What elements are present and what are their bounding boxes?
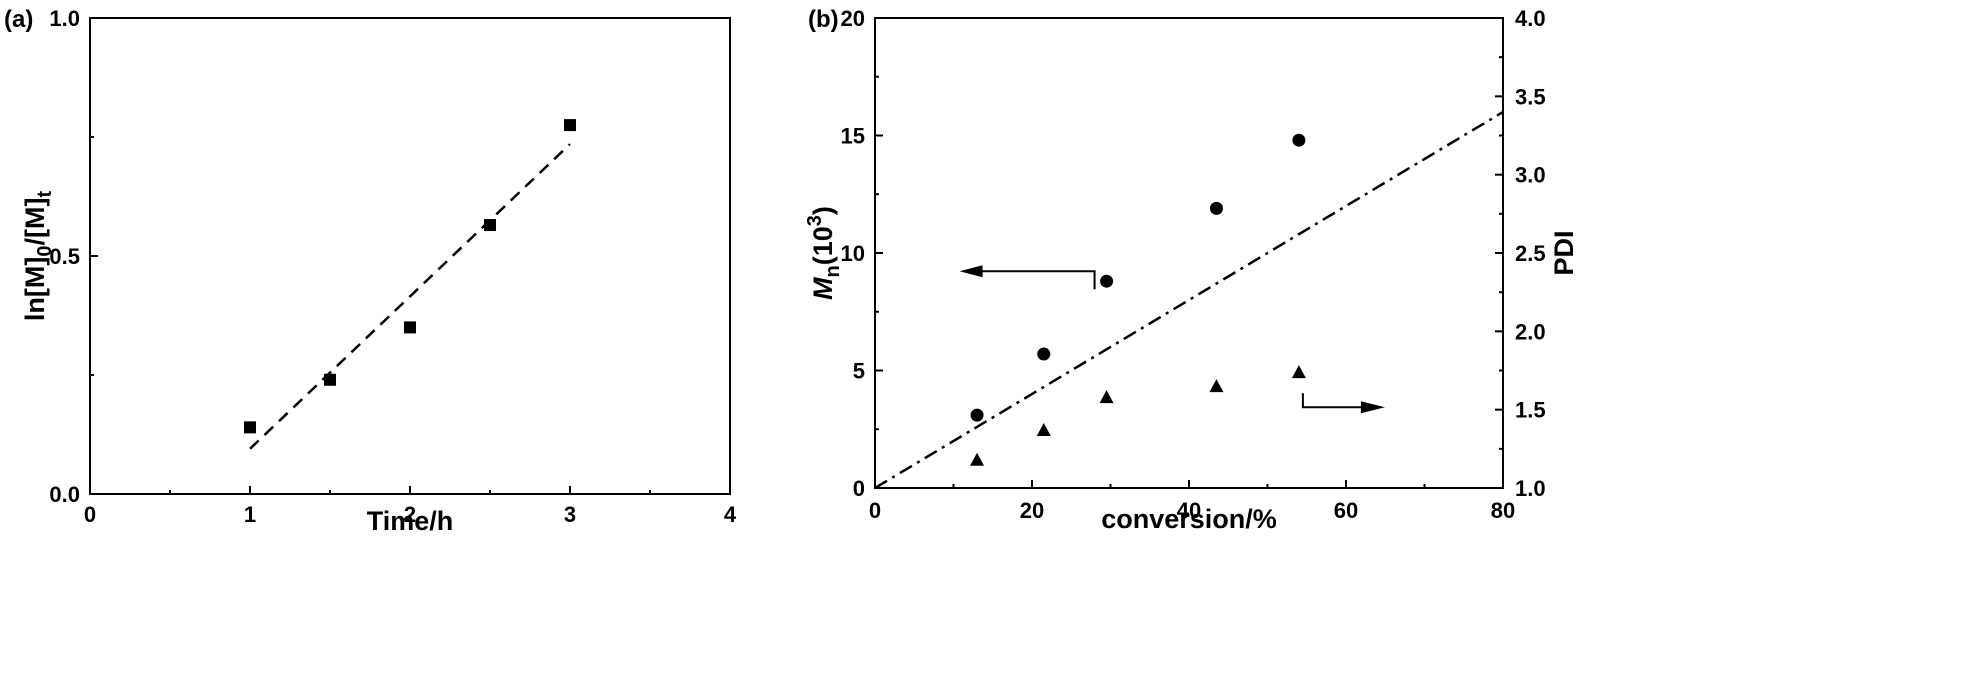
panel-b-arrow-right-head: [1360, 401, 1385, 414]
panel-b-plot-frame: [874, 17, 1504, 489]
panel-a-y-tick-label: 1.0: [49, 6, 80, 31]
panel-b-right-y-tick-label: 2.0: [1515, 319, 1546, 344]
panel-a-data-point: [564, 119, 576, 132]
panel-b-arrow-left-line: [979, 270, 1096, 290]
panel-b-ylabel-close: ): [808, 206, 838, 215]
panel-b-pdi-data-point: [1209, 379, 1224, 393]
panel-b-pdi-data-point: [970, 452, 985, 466]
panel-a-chart: (a) 0 1 2 3 40.00.51.0 Time/h ln[M]0/[M]t: [4, 6, 737, 536]
panel-a-data-point: [324, 373, 336, 386]
panel-b-left-y-tick-label: 15: [841, 124, 865, 149]
panel-a-x-axis-title: Time/h: [367, 506, 454, 536]
panel-a-label: (a): [4, 6, 33, 33]
panel-b-mn-data-point: [1100, 274, 1114, 288]
panel-a-ylabel-sub1: 0: [34, 246, 56, 257]
panel-a-plot-frame: [89, 17, 731, 495]
panel-a-y-tick-label: 0.5: [49, 244, 80, 269]
panel-b-pdi-data-point: [1291, 365, 1306, 379]
panel-a-x-tick-label: 0: [84, 502, 96, 527]
panel-b-ylabel-sup: 3: [804, 215, 826, 226]
panel-a-ylabel-sub2: t: [34, 191, 56, 198]
panel-b-chart: (b) 0 20 40 60 80 0 5 10 15 20 1.0 1.5 2.0 2.5 3.0 3.5 4…: [804, 6, 1579, 534]
panel-b-right-y-axis-title: PDI: [1549, 230, 1579, 275]
panel-b-left-y-tick-label: 0: [853, 476, 865, 501]
panel-a-ylabel-mid: /[M]: [20, 198, 50, 246]
panel-b-right-y-tick-label: 1.0: [1515, 476, 1546, 501]
panel-b-right-y-tick-label: 1.5: [1515, 398, 1546, 423]
panel-a-data-point: [404, 321, 416, 334]
panel-b-left-y-tick-label: 5: [853, 359, 865, 384]
panel-b-ylabel-rest: (10: [808, 226, 838, 265]
panel-a-x-tick-label: 1: [244, 502, 256, 527]
panel-b-ylabel-sub: n: [822, 265, 844, 277]
panel-b-right-y-tick-label: 3.5: [1515, 84, 1546, 109]
panel-a-ylabel-main: ln[M]: [20, 257, 50, 321]
panel-a-y-tick-label: 0.0: [49, 482, 80, 507]
panel-b-arrow-left-head: [959, 265, 983, 278]
panel-b-pdi-data-point: [1036, 423, 1051, 437]
panel-b-right-y-tick-label: 4.0: [1515, 6, 1546, 31]
panel-b-left-y-tick-label: 10: [841, 241, 865, 266]
panel-b-mn-data-point: [1292, 133, 1306, 147]
panel-b-x-tick-label: 80: [1491, 498, 1515, 523]
panel-a-data-point: [244, 421, 256, 434]
panel-b-x-tick-label: 0: [869, 498, 881, 523]
panel-b-mn-data-point: [1037, 347, 1051, 361]
panel-b-left-y-tick-label: 20: [841, 6, 865, 31]
panel-a-x-tick-label: 4: [724, 502, 737, 527]
panel-b-x-tick-label: 20: [1020, 498, 1044, 523]
panel-a-x-tick-label: 2: [404, 502, 416, 527]
panel-b-left-y-axis-title: Mn(103): [804, 206, 844, 300]
panel-a-data-point: [484, 219, 496, 232]
panel-b-right-y-tick-label: 2.5: [1515, 241, 1546, 266]
panel-b-right-y-tick-label: 3.0: [1515, 163, 1546, 188]
panel-b-pdi-data-point: [1099, 390, 1114, 404]
panel-a-x-tick-label: 3: [564, 502, 576, 527]
panel-b-x-axis-title: conversion/%: [1101, 504, 1277, 534]
panel-b-mn-data-point: [1209, 201, 1223, 215]
panel-b-x-tick-label: 40: [1177, 498, 1201, 523]
panel-b-arrow-right-line: [1301, 393, 1363, 409]
panel-b-x-tick-label: 60: [1334, 498, 1358, 523]
panel-b-theoretical-line: [874, 110, 1504, 490]
panel-b-ylabel-main: M: [808, 277, 838, 300]
panel-b-mn-data-point: [970, 408, 984, 422]
panel-a-y-axis-title: ln[M]0/[M]t: [20, 191, 56, 322]
panel-a-fit-line: [249, 143, 571, 450]
panel-b-label: (b): [808, 6, 839, 33]
